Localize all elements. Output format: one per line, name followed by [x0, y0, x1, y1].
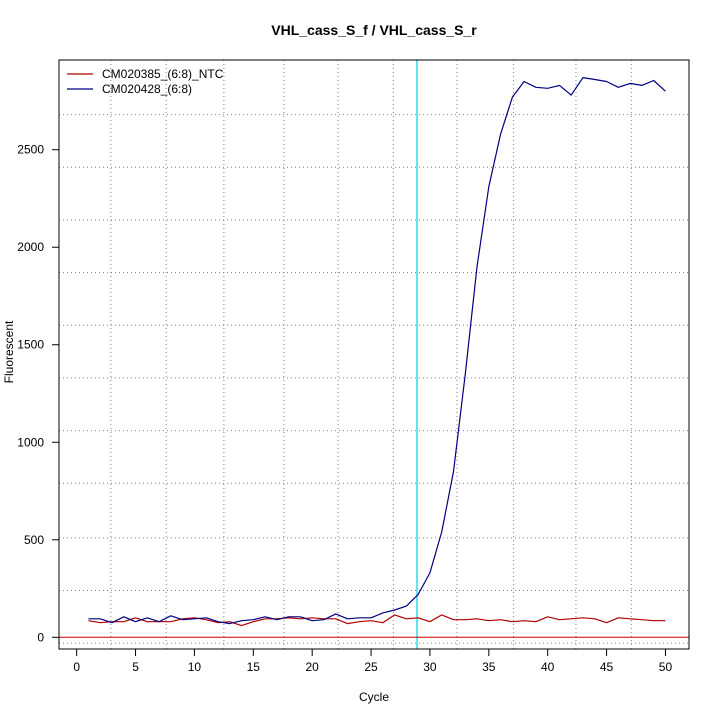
grid — [59, 60, 689, 649]
legend-label-2: CM020428_(6:8) — [102, 82, 192, 96]
x-tick-label: 45 — [600, 660, 614, 674]
series-line-1 — [88, 614, 666, 627]
x-axis-label: Cycle — [359, 690, 389, 704]
x-tick-label: 0 — [73, 660, 80, 674]
x-tick-label: 20 — [305, 660, 319, 674]
x-tick-label: 5 — [132, 660, 139, 674]
x-tick-label: 10 — [188, 660, 202, 674]
x-tick-label: 40 — [541, 660, 555, 674]
x-tick-label: 15 — [247, 660, 261, 674]
series-line-2 — [88, 76, 666, 625]
y-tick-label: 1000 — [17, 435, 44, 449]
y-tick-label: 1500 — [17, 338, 44, 352]
y-axis: 0 500 1000 1500 2000 2500 — [17, 143, 60, 644]
chart-title: VHL_cass_S_f / VHL_cass_S_r — [271, 22, 477, 38]
x-axis: 0 5 10 15 20 25 30 35 40 45 50 — [73, 648, 673, 674]
series-layer — [88, 76, 666, 627]
y-tick-label: 2500 — [17, 143, 44, 157]
x-tick-label: 35 — [482, 660, 496, 674]
x-tick-label: 30 — [423, 660, 437, 674]
legend-label-1: CM020385_(6:8)_NTC — [102, 67, 224, 81]
y-tick-label: 0 — [37, 630, 44, 644]
y-axis-label: Fluorescent — [2, 320, 16, 383]
y-tick-label: 2000 — [17, 240, 44, 254]
threshold-layer — [59, 60, 689, 649]
y-tick-label: 500 — [24, 533, 44, 547]
x-tick-label: 25 — [364, 660, 378, 674]
x-tick-label: 50 — [659, 660, 673, 674]
